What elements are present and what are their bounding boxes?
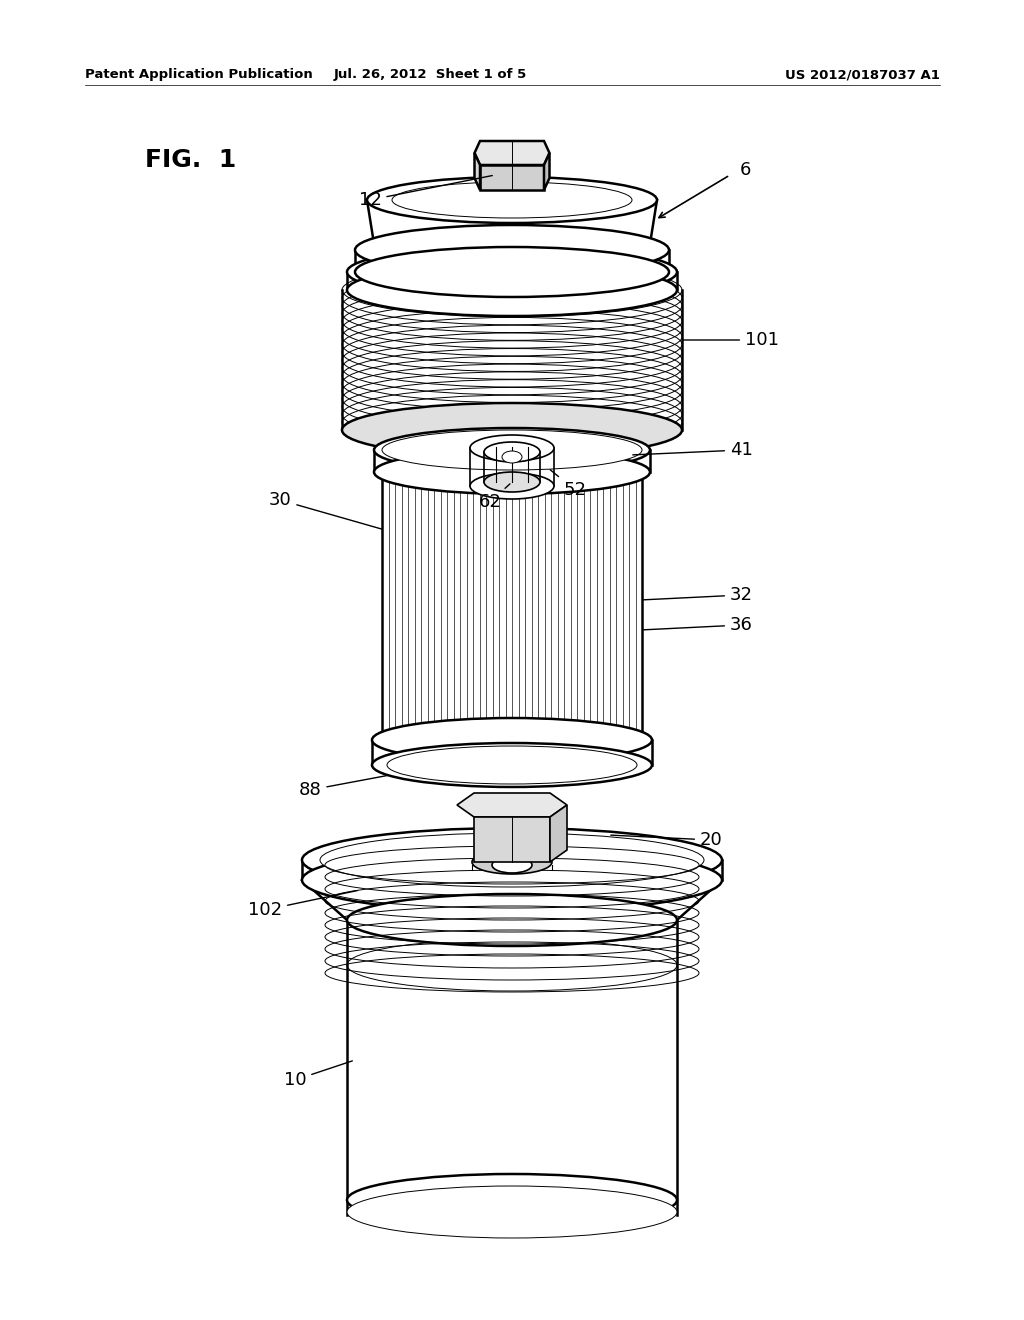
Ellipse shape [502,451,522,463]
Ellipse shape [367,177,657,223]
Ellipse shape [347,1173,677,1226]
Ellipse shape [347,894,677,946]
Polygon shape [480,165,544,190]
Ellipse shape [302,828,722,892]
Ellipse shape [470,473,554,499]
Text: 6: 6 [740,161,752,180]
Text: 20: 20 [610,832,723,849]
Ellipse shape [372,743,652,787]
Text: 36: 36 [643,616,753,634]
Text: US 2012/0187037 A1: US 2012/0187037 A1 [785,69,940,81]
Ellipse shape [302,847,722,912]
Text: 101: 101 [683,331,779,348]
Ellipse shape [374,450,650,494]
Ellipse shape [492,849,532,865]
Ellipse shape [472,850,552,874]
Ellipse shape [355,247,669,297]
Polygon shape [474,817,550,862]
Text: FIG.  1: FIG. 1 [145,148,237,172]
Polygon shape [457,793,567,817]
Ellipse shape [347,1185,677,1238]
Ellipse shape [372,718,652,762]
Polygon shape [474,141,550,165]
Ellipse shape [478,180,546,201]
Ellipse shape [342,403,682,457]
Ellipse shape [470,436,554,461]
Ellipse shape [347,246,677,298]
Ellipse shape [484,442,540,462]
Text: 62: 62 [478,484,510,511]
Ellipse shape [382,430,642,470]
Text: 30: 30 [268,491,382,529]
Text: 12: 12 [358,176,493,209]
Ellipse shape [484,473,540,492]
Ellipse shape [355,224,669,275]
Text: 41: 41 [633,441,753,459]
Text: 52: 52 [550,470,587,499]
Text: 102: 102 [248,891,357,919]
Polygon shape [550,805,567,862]
Text: 88: 88 [299,776,387,799]
Ellipse shape [492,857,532,873]
Text: 10: 10 [284,1061,352,1089]
Polygon shape [544,153,550,190]
Polygon shape [474,153,480,190]
Ellipse shape [319,833,705,887]
Ellipse shape [392,182,632,218]
Ellipse shape [374,428,650,473]
Ellipse shape [347,264,677,315]
Text: 32: 32 [643,586,753,605]
Text: Patent Application Publication: Patent Application Publication [85,69,312,81]
Text: Jul. 26, 2012  Sheet 1 of 5: Jul. 26, 2012 Sheet 1 of 5 [334,69,526,81]
